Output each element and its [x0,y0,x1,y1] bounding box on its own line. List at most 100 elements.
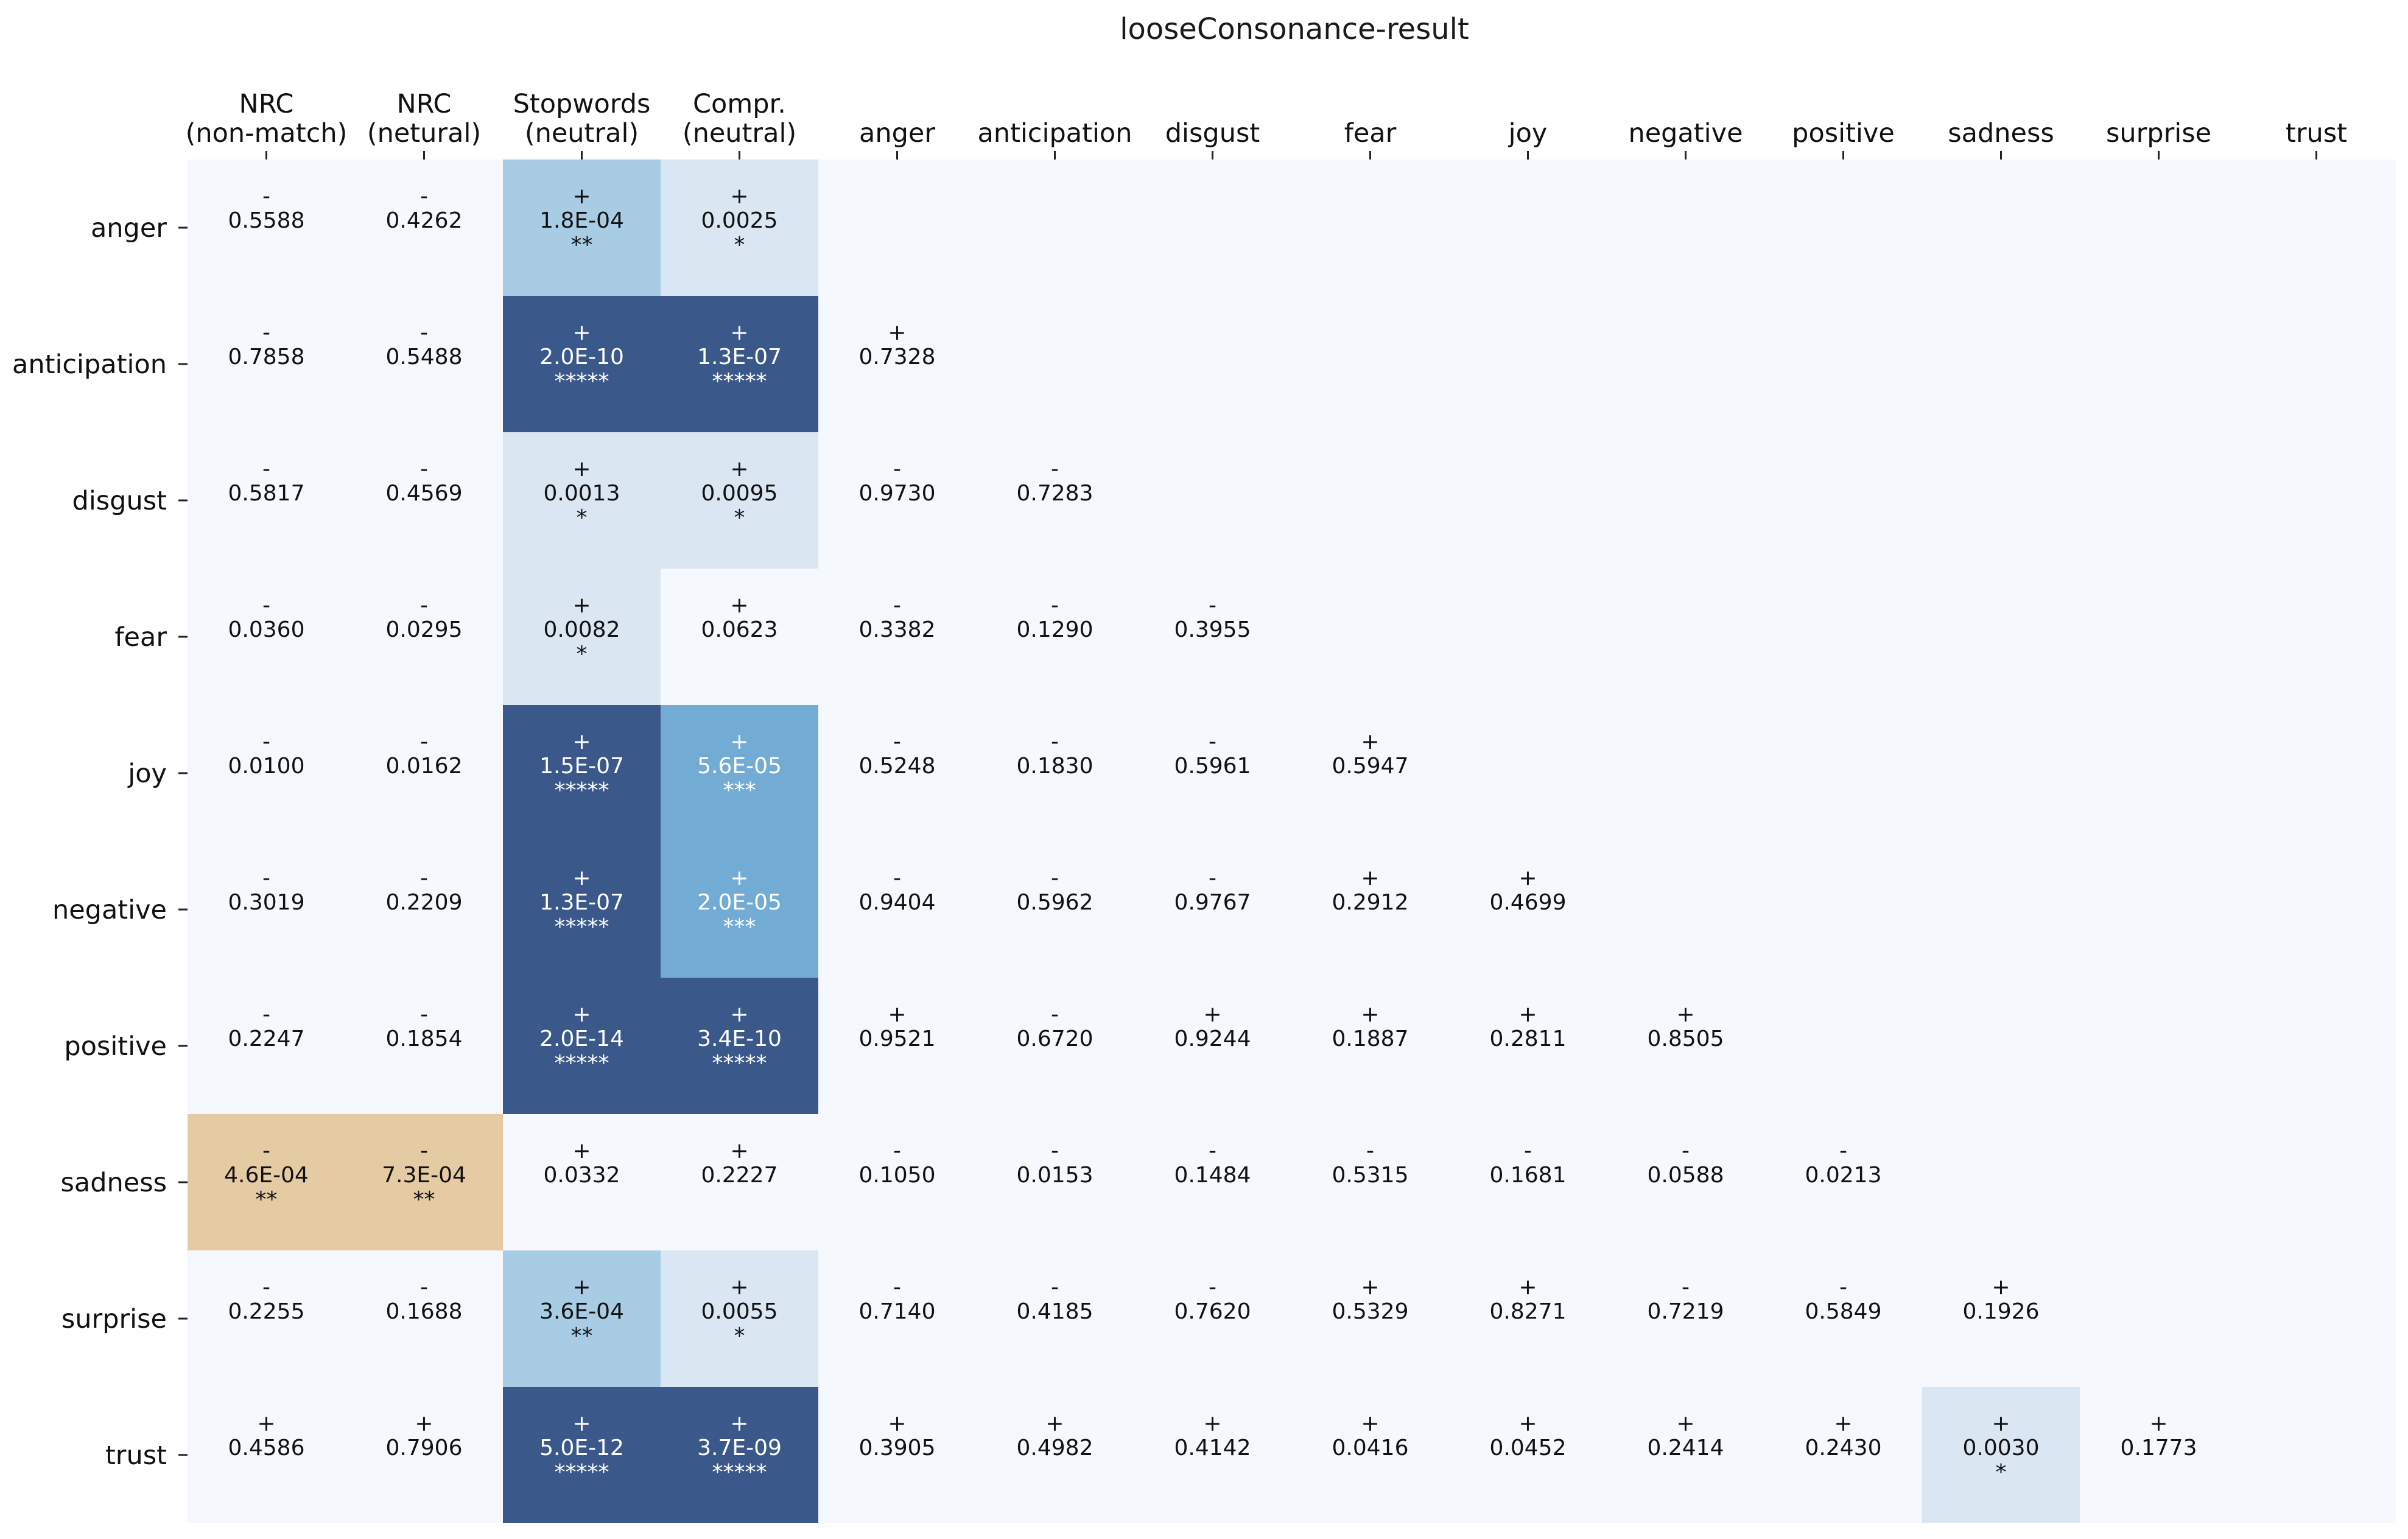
cell-sign-trust-2: + [572,1411,591,1436]
cell-sign-negative-7: + [1361,866,1379,891]
cell-sign-anger-0: - [262,184,270,209]
cell-label-surprise-9: -0.7219 [1648,1275,1724,1324]
cell-sign-sadness-9: - [1682,1138,1690,1163]
cell-label-negative-7: +0.2912 [1332,866,1409,915]
cell-value-surprise-6: 0.7620 [1174,1299,1251,1324]
cell-sign-surprise-9: - [1682,1275,1690,1300]
cell-value-fear-4: 0.3382 [859,617,936,642]
cell-value-positive-2: 2.0E-14 [539,1026,624,1051]
cell-value-surprise-4: 0.7140 [859,1299,936,1324]
cell-label-joy-7: +0.5947 [1332,729,1409,779]
cell-label-trust-5: +0.4982 [1017,1411,1093,1460]
cell-sign-positive-8: + [1518,1002,1537,1027]
cell-label-positive-7: +0.1887 [1332,1002,1409,1051]
cell-value-anticipation-4: 0.7328 [859,345,936,370]
cell-label-negative-8: +0.4699 [1490,866,1567,915]
cell-sign-joy-2: + [572,729,591,754]
cell-label-trust-9: +0.2414 [1648,1411,1724,1460]
cell-sign-fear-0: - [262,593,270,618]
cell-label-sadness-5: -0.0153 [1017,1138,1093,1188]
cell-label-sadness-9: -0.0588 [1648,1138,1724,1188]
heatmap-cell-negative-2 [503,841,661,978]
cell-label-negative-1: -0.2209 [386,866,463,915]
cell-label-positive-1: -0.1854 [386,1002,463,1051]
cell-label-joy-5: -0.1830 [1017,729,1093,779]
cell-label-sadness-8: -0.1681 [1490,1138,1567,1188]
cell-stars-trust-3: ***** [712,1460,767,1485]
cell-stars-surprise-2: ** [571,1323,593,1348]
cell-sign-surprise-6: - [1209,1275,1216,1300]
cell-sign-surprise-0: - [262,1275,270,1300]
cell-label-surprise-10: -0.5849 [1805,1275,1882,1324]
cell-sign-disgust-0: - [262,457,270,482]
cell-value-positive-7: 0.1887 [1332,1026,1409,1051]
cell-label-sadness-7: -0.5315 [1332,1138,1409,1188]
cell-label-sadness-3: +0.2227 [701,1138,778,1188]
cell-label-surprise-7: +0.5329 [1332,1275,1409,1324]
cell-stars-negative-2: ***** [555,914,609,939]
cell-sign-trust-6: + [1203,1411,1221,1436]
row-label-sadness: sadness [60,1168,167,1198]
heatmap-cell-positive-2 [503,978,661,1114]
cell-label-trust-12: +0.1773 [2121,1411,2197,1460]
cell-sign-joy-1: - [420,729,428,754]
cell-label-trust-10: +0.2430 [1805,1411,1882,1460]
column-label-12: surprise [2106,118,2211,149]
cell-sign-positive-4: + [888,1002,906,1027]
cell-stars-fear-2: * [577,642,588,667]
row-label-joy: joy [127,759,167,789]
cell-value-trust-9: 0.2414 [1648,1436,1724,1460]
heatmap-cell-fear-2 [503,569,661,705]
column-label-3: Compr. (neutral) [683,89,796,149]
cell-value-joy-5: 0.1830 [1017,754,1093,779]
cell-value-surprise-3: 0.0055 [701,1299,778,1324]
cell-sign-sadness-1: - [420,1138,428,1163]
heatmap-cell-surprise-2 [503,1250,661,1387]
heatmap-cell-trust-11 [1922,1387,2080,1523]
cell-value-positive-6: 0.9244 [1174,1026,1251,1051]
cell-sign-positive-5: - [1051,1002,1059,1027]
cell-label-sadness-6: -0.1484 [1174,1138,1251,1188]
cell-sign-negative-2: + [572,866,591,891]
row-labels: anger anticipation disgust fear joy negative p… [12,213,188,1471]
cell-label-anger-3: +0.0025* [701,184,778,258]
cell-value-trust-4: 0.3905 [859,1436,936,1460]
cell-sign-trust-9: + [1676,1411,1694,1436]
cell-sign-anticipation-0: - [262,320,270,345]
cell-value-trust-7: 0.0416 [1332,1436,1409,1460]
cell-value-joy-0: 0.0100 [228,754,305,779]
cell-stars-trust-11: * [1996,1460,2007,1485]
cell-value-positive-9: 0.8505 [1648,1026,1724,1051]
cell-stars-disgust-3: * [734,505,745,530]
cell-value-fear-0: 0.0360 [228,617,305,642]
cell-value-joy-2: 1.5E-07 [539,754,624,779]
cell-stars-anger-3: * [734,233,745,258]
cell-value-negative-8: 0.4699 [1490,890,1567,915]
cell-value-trust-1: 0.7906 [386,1436,463,1460]
cell-label-sadness-2: +0.0332 [544,1138,620,1188]
cell-label-surprise-3: +0.0055* [701,1275,778,1348]
cell-value-trust-2: 5.0E-12 [539,1436,624,1460]
cell-value-sadness-9: 0.0588 [1648,1163,1724,1188]
cell-sign-positive-2: + [572,1002,591,1027]
cell-label-surprise-4: -0.7140 [859,1275,936,1324]
heatmap-cell-trust-2 [503,1387,661,1523]
column-label-10: positive [1792,118,1895,149]
cell-label-trust-1: +0.7906 [386,1411,463,1460]
cell-sign-fear-3: + [730,593,748,618]
cell-label-positive-9: +0.8505 [1648,1002,1724,1051]
cell-value-trust-10: 0.2430 [1805,1436,1882,1460]
cell-stars-anticipation-3: ***** [712,369,767,394]
column-label-13: trust [2286,118,2347,149]
cell-sign-fear-2: + [572,593,591,618]
cell-value-sadness-6: 0.1484 [1174,1163,1251,1188]
row-label-disgust: disgust [72,486,167,516]
cell-value-trust-5: 0.4982 [1017,1436,1093,1460]
cell-label-disgust-4: -0.9730 [859,457,936,506]
cell-sign-fear-4: - [893,593,901,618]
cell-value-trust-12: 0.1773 [2121,1436,2197,1460]
cell-sign-surprise-4: - [893,1275,901,1300]
cell-sign-trust-11: + [1992,1411,2010,1436]
cell-label-anticipation-2: +2.0E-10***** [539,320,624,394]
cell-stars-positive-2: ***** [555,1051,609,1076]
